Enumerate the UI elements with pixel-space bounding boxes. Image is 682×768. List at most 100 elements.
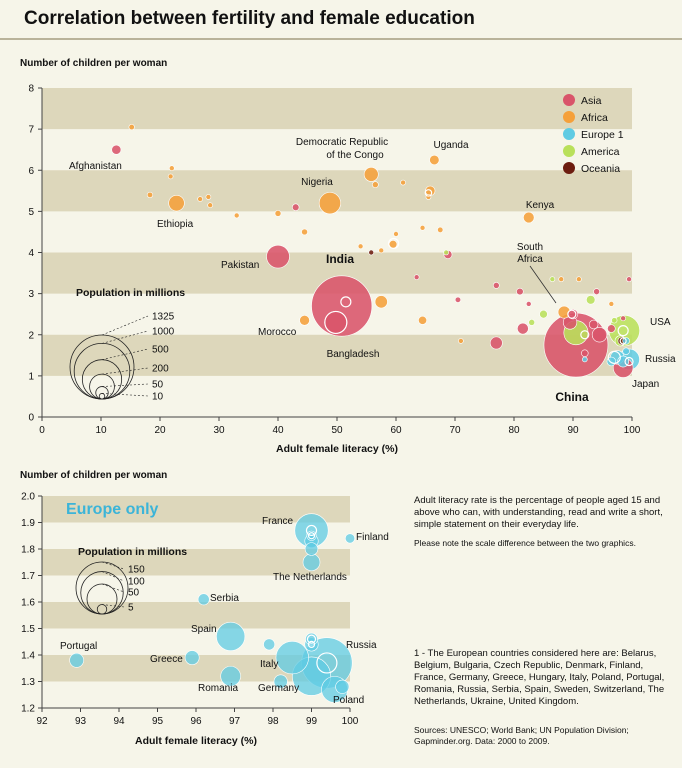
data-point: [169, 165, 175, 171]
size-legend-circle: [96, 604, 108, 615]
label-serbia: Serbia: [210, 593, 239, 604]
x-tick-label: 92: [36, 716, 48, 727]
data-point: [167, 173, 174, 180]
legend-label-europe: Europe 1: [581, 129, 624, 141]
label-italy: Italy: [260, 659, 278, 670]
highlight-ring: [624, 356, 634, 367]
legend-swatch-america: [563, 145, 575, 157]
label-spain: Spain: [191, 624, 217, 635]
data-point: [539, 309, 548, 319]
y-tick-label: 5: [28, 207, 34, 218]
highlight-ring: [316, 652, 338, 674]
y-tick-label: 2.0: [21, 492, 35, 503]
highlight-ring: [619, 337, 627, 345]
y-tick-label: 1.8: [21, 545, 35, 556]
data-point: [591, 327, 608, 343]
legend-swatch-asia: [563, 94, 575, 106]
data-point: [620, 315, 626, 322]
data-point: [525, 301, 532, 307]
data-point: [301, 228, 308, 236]
x-tick-label: 94: [113, 716, 125, 727]
label-germany: Germany: [258, 683, 299, 694]
x-tick-label: 20: [154, 425, 166, 436]
label-finland: Finland: [356, 532, 389, 543]
data-point: [233, 212, 240, 219]
label-ethiopia: Ethiopia: [157, 219, 194, 230]
data-point: [372, 181, 379, 188]
legend-swatch-africa: [563, 111, 575, 123]
size-legend-title: Population in millions: [76, 287, 185, 299]
data-point: [69, 652, 84, 668]
data-point: [357, 243, 364, 250]
size-legend-value: 5: [128, 603, 134, 614]
highlight-ring: [307, 640, 316, 649]
label-russia: Russia: [346, 640, 377, 651]
x-tick-label: 95: [152, 716, 164, 727]
label-usa: USA: [650, 317, 671, 328]
highlight-ring: [324, 310, 348, 335]
highlight-ring: [580, 330, 590, 340]
label-japan: Japan: [632, 379, 659, 390]
legend-label-america: America: [581, 146, 620, 158]
legend-label-asia: Asia: [581, 95, 602, 107]
label-pakistan: Pakistan: [221, 260, 259, 271]
data-point: [302, 553, 321, 572]
highlight-ring: [305, 524, 318, 537]
label-bangladesh: Bangladesh: [327, 349, 380, 360]
data-point: [419, 225, 426, 231]
size-legend-value: 50: [152, 380, 164, 391]
data-point: [216, 621, 246, 651]
size-legend-value: 10: [152, 392, 164, 403]
highlight-ring: [306, 634, 317, 644]
data-point: [273, 674, 288, 689]
y-tick-label: 1.4: [21, 651, 35, 662]
data-point: [146, 191, 154, 199]
data-point: [588, 319, 599, 330]
data-point: [626, 276, 632, 283]
y-tick-label: 7: [28, 125, 34, 136]
y-tick-label: 2: [28, 330, 34, 341]
label-south-africa: South: [517, 242, 543, 253]
notes-panel: Adult literacy rate is the percentage of…: [414, 495, 664, 555]
x-tick-label: 98: [267, 716, 279, 727]
label-drc-2: of the Congo: [326, 150, 384, 161]
band: [42, 496, 350, 523]
data-point: [429, 154, 440, 166]
legend-swatch-oceania: [563, 162, 575, 174]
y-tick-label: 1.6: [21, 598, 35, 609]
x-tick-label: 50: [331, 425, 343, 436]
size-legend-value: 1325: [152, 312, 175, 323]
x-tick-label: 99: [306, 716, 318, 727]
legend-label-africa: Africa: [581, 112, 608, 124]
label-france: France: [262, 516, 294, 527]
data-point: [197, 593, 210, 606]
band: [42, 334, 632, 376]
data-point: [622, 347, 630, 355]
highlight-ring: [567, 309, 577, 319]
data-point: [266, 244, 290, 269]
data-point: [516, 287, 524, 296]
x-tick-label: 40: [272, 425, 284, 436]
label-russia: Russia: [645, 354, 676, 365]
label-india: India: [326, 252, 354, 266]
size-legend-value: 500: [152, 345, 169, 356]
label-romania: Romania: [198, 683, 238, 694]
data-point: [318, 192, 341, 215]
y-tick-label: 3: [28, 289, 34, 300]
data-point: [454, 296, 462, 303]
data-point: [611, 317, 618, 324]
x-axis-label: Adult female literacy (%): [276, 443, 398, 455]
highlight-ring: [340, 296, 352, 308]
x-tick-label: 100: [624, 425, 641, 436]
data-point: [275, 641, 309, 675]
size-legend-leader: [101, 583, 125, 593]
highlight-ring: [607, 350, 621, 364]
legend-label-oceania: Oceania: [581, 163, 620, 175]
label-uganda: Uganda: [433, 140, 468, 151]
size-legend-value: 200: [152, 364, 169, 375]
data-point: [443, 249, 449, 256]
x-tick-label: 97: [229, 716, 241, 727]
data-point: [607, 324, 616, 333]
